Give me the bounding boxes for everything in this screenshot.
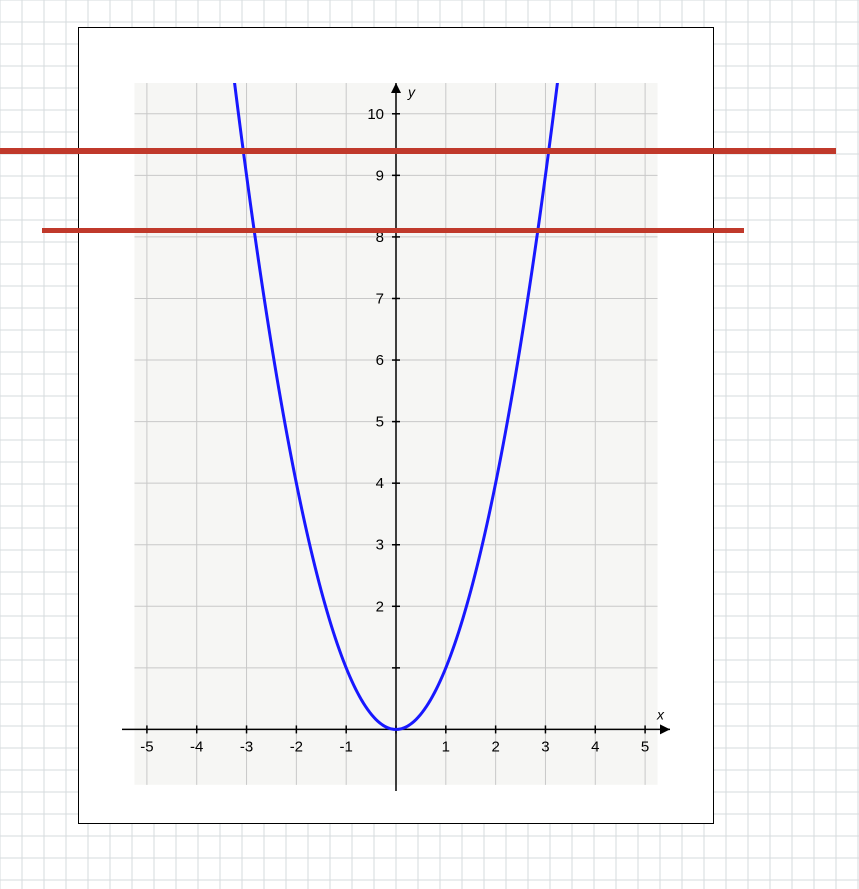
svg-text:-5: -5 (140, 738, 153, 755)
parabola-plot: -5-4-3-2-1123452345678910xy (122, 83, 670, 791)
svg-text:1: 1 (442, 738, 450, 755)
svg-text:10: 10 (367, 106, 384, 123)
svg-text:2: 2 (491, 738, 499, 755)
svg-text:6: 6 (376, 352, 384, 369)
svg-text:4: 4 (376, 475, 384, 492)
svg-text:9: 9 (376, 167, 384, 184)
svg-text:-3: -3 (240, 738, 253, 755)
svg-text:4: 4 (591, 738, 599, 755)
svg-text:y: y (407, 84, 416, 100)
overlay-line-1 (0, 148, 836, 154)
svg-text:-2: -2 (290, 738, 303, 755)
overlay-line-2 (42, 228, 744, 233)
svg-text:3: 3 (541, 738, 549, 755)
svg-text:5: 5 (641, 738, 649, 755)
svg-text:7: 7 (376, 290, 384, 307)
svg-text:3: 3 (376, 537, 384, 554)
svg-text:-1: -1 (340, 738, 353, 755)
svg-text:x: x (656, 706, 665, 722)
svg-text:5: 5 (376, 414, 384, 431)
svg-text:-4: -4 (190, 738, 203, 755)
svg-text:2: 2 (376, 598, 384, 615)
